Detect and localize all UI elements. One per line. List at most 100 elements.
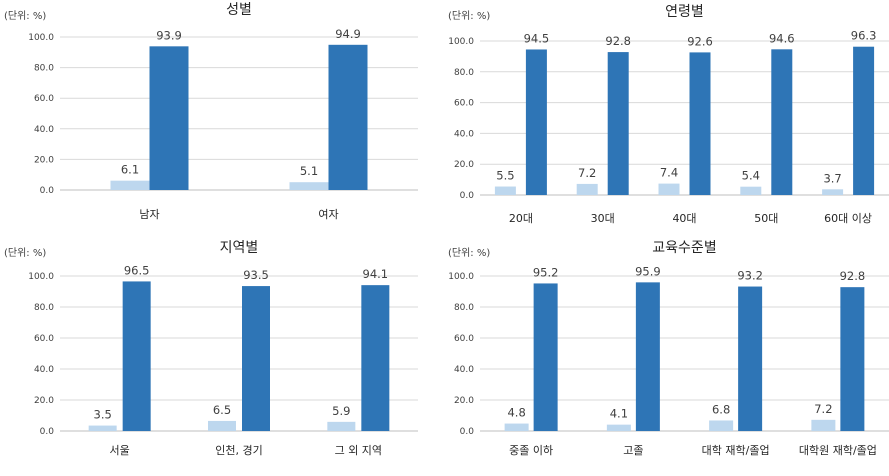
bar-dark bbox=[149, 46, 189, 190]
bar-light bbox=[658, 183, 680, 195]
data-label: 92.6 bbox=[687, 34, 713, 48]
data-label: 4.8 bbox=[507, 406, 525, 420]
y-tick-label: 0.0 bbox=[460, 191, 475, 201]
data-label: 94.5 bbox=[524, 31, 550, 45]
bar-dark bbox=[771, 49, 793, 195]
category-label: 60대 이상 bbox=[824, 212, 872, 225]
data-label: 93.9 bbox=[156, 28, 182, 42]
y-tick-label: 20.0 bbox=[454, 396, 474, 406]
data-label: 3.7 bbox=[823, 171, 841, 185]
y-tick-label: 40.0 bbox=[34, 365, 54, 375]
chart-title: 연령별 bbox=[665, 4, 704, 20]
bar-light bbox=[110, 180, 150, 190]
y-tick-label: 100.0 bbox=[28, 33, 54, 43]
data-label: 5.9 bbox=[332, 404, 350, 418]
y-tick-label: 20.0 bbox=[454, 160, 474, 170]
category-label: 40대 bbox=[672, 212, 696, 225]
category-label: 남자 bbox=[139, 208, 159, 221]
chart-gender: 성별 (단위: %) 0.0 20.0 40.0 60.0 80.0 100.0 6.1 93.9… bbox=[0, 0, 430, 232]
chart-title: 지역별 bbox=[220, 240, 259, 256]
category-label: 20대 bbox=[509, 212, 533, 225]
unit-label: (단위: %) bbox=[448, 9, 490, 22]
category-label: 인천, 경기 bbox=[215, 443, 262, 457]
bar-dark bbox=[607, 52, 629, 196]
data-label: 94.9 bbox=[335, 27, 361, 41]
bar-light bbox=[822, 189, 844, 195]
category-label: 여자 bbox=[318, 208, 338, 221]
y-tick-label: 100.0 bbox=[448, 37, 474, 47]
bar-dark bbox=[328, 44, 368, 190]
category-label: 대학 재학/졸업 bbox=[702, 444, 770, 457]
y-tick-label: 80.0 bbox=[454, 303, 474, 313]
bar-dark bbox=[840, 287, 865, 431]
y-tick-label: 80.0 bbox=[454, 68, 474, 78]
chart-svg: 성별 (단위: %) 0.0 20.0 40.0 60.0 80.0 100.0 6.1 93.9… bbox=[4, 2, 418, 221]
data-label: 94.6 bbox=[769, 31, 795, 45]
y-tick-label: 80.0 bbox=[34, 303, 54, 313]
chart-svg: 지역별 (단위: %) 0.0 20.0 40.0 60.0 80.0 100.0 3.5 96.… bbox=[4, 240, 418, 457]
data-label: 96.5 bbox=[124, 263, 150, 277]
data-label: 95.9 bbox=[635, 264, 661, 278]
data-label: 5.5 bbox=[496, 169, 514, 183]
y-tick-label: 80.0 bbox=[34, 64, 54, 74]
data-label: 92.8 bbox=[605, 34, 631, 48]
data-label: 96.3 bbox=[851, 29, 877, 43]
data-label: 7.4 bbox=[660, 166, 678, 180]
chart-region: 지역별 (단위: %) 0.0 20.0 40.0 60.0 80.0 100.0 3.5 96.… bbox=[0, 236, 430, 476]
y-tick-label: 40.0 bbox=[454, 365, 474, 375]
y-tick-label: 0.0 bbox=[460, 427, 475, 437]
bar-light bbox=[494, 186, 516, 195]
bar-dark bbox=[635, 282, 660, 431]
bar-light bbox=[576, 183, 598, 195]
bar-light bbox=[606, 424, 631, 431]
y-tick-label: 40.0 bbox=[454, 129, 474, 139]
data-label: 6.5 bbox=[213, 403, 231, 417]
y-tick-label: 60.0 bbox=[34, 94, 54, 104]
bar-dark bbox=[242, 286, 270, 431]
bar-light bbox=[88, 425, 117, 431]
category-label: 대학원 재학/졸업 bbox=[799, 444, 877, 457]
category-label: 고졸 bbox=[623, 444, 643, 457]
y-tick-label: 0.0 bbox=[40, 186, 55, 196]
unit-label: (단위: %) bbox=[4, 246, 46, 259]
bar-dark bbox=[361, 285, 390, 431]
category-label: 그 외 지역 bbox=[335, 444, 382, 457]
y-tick-label: 100.0 bbox=[28, 272, 54, 282]
bar-light bbox=[208, 420, 236, 431]
data-label: 5.4 bbox=[742, 169, 760, 183]
bar-dark bbox=[122, 281, 151, 431]
category-label: 중졸 이하 bbox=[509, 443, 553, 457]
data-label: 7.2 bbox=[814, 402, 832, 416]
data-label: 93.2 bbox=[737, 269, 763, 283]
bar-dark bbox=[689, 52, 711, 196]
category-label: 50대 bbox=[754, 212, 778, 225]
chart-title: 교육수준별 bbox=[652, 240, 716, 256]
bar-light bbox=[504, 423, 529, 431]
bar-light bbox=[327, 421, 356, 431]
data-label: 3.5 bbox=[94, 408, 112, 422]
bar-light bbox=[709, 420, 734, 431]
y-tick-label: 20.0 bbox=[34, 155, 54, 165]
y-tick-label: 60.0 bbox=[454, 99, 474, 109]
y-tick-label: 60.0 bbox=[34, 334, 54, 344]
bar-light bbox=[740, 186, 762, 195]
chart-svg: 연령별 (단위: %) 0.0 20.0 40.0 60.0 80.0 100.0 5.5 94.… bbox=[448, 4, 889, 225]
bar-dark bbox=[853, 46, 875, 196]
bar-dark bbox=[525, 49, 547, 195]
chart-svg: 교육수준별 (단위: %) 0.0 20.0 40.0 60.0 80.0 100.0 4.8 9… bbox=[448, 240, 889, 457]
data-label: 6.8 bbox=[712, 402, 730, 416]
unit-label: (단위: %) bbox=[4, 9, 46, 22]
y-tick-label: 20.0 bbox=[34, 396, 54, 406]
data-label: 5.1 bbox=[300, 164, 318, 178]
data-label: 93.5 bbox=[243, 268, 269, 282]
data-label: 95.2 bbox=[533, 265, 559, 279]
y-tick-label: 40.0 bbox=[34, 125, 54, 135]
y-tick-label: 60.0 bbox=[454, 334, 474, 344]
bar-dark bbox=[738, 286, 763, 431]
chart-title: 성별 bbox=[226, 2, 252, 18]
y-tick-label: 0.0 bbox=[40, 427, 55, 437]
y-tick-label: 100.0 bbox=[448, 272, 474, 282]
unit-label: (단위: %) bbox=[448, 246, 490, 259]
category-label: 30대 bbox=[591, 212, 615, 225]
data-label: 4.1 bbox=[610, 407, 628, 421]
